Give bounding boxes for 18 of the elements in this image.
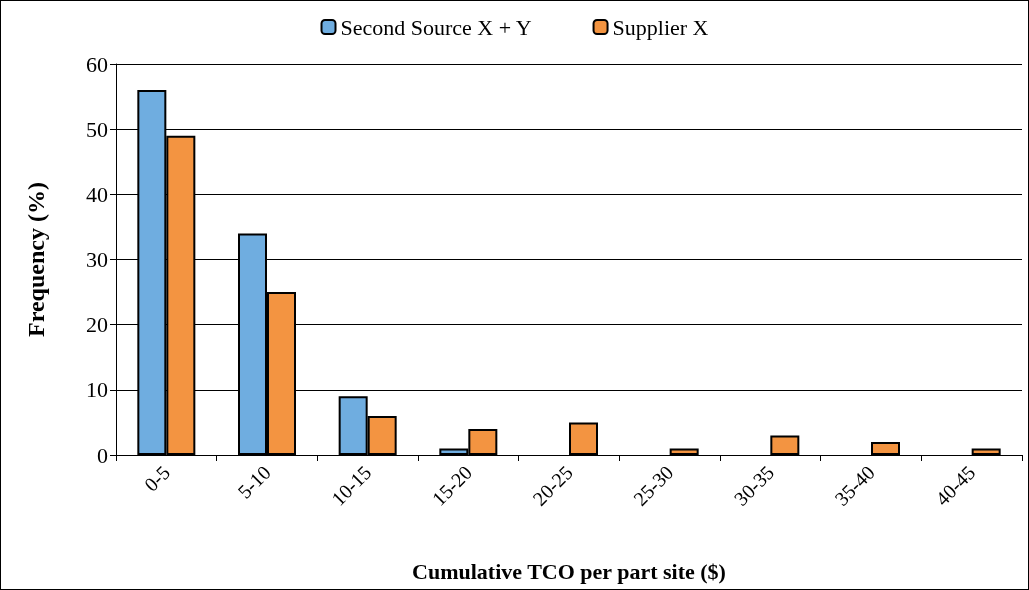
legend-label: Second Source X + Y bbox=[340, 14, 532, 40]
y-tick-label: 30 bbox=[86, 247, 108, 272]
bar bbox=[569, 422, 598, 455]
y-tick-label: 10 bbox=[86, 377, 108, 403]
x-tick-label: 0-5 bbox=[139, 461, 175, 496]
x-tick-label: 5-10 bbox=[233, 461, 275, 503]
y-tick-label: 50 bbox=[86, 116, 108, 142]
bar bbox=[770, 435, 800, 455]
bar bbox=[669, 448, 699, 455]
y-tick-label: 20 bbox=[86, 312, 108, 338]
x-axis-title: Cumulative TCO per part site ($) bbox=[412, 558, 726, 584]
y-tick-label: 40 bbox=[86, 181, 108, 207]
y-axis-title: Frequency (%) bbox=[23, 182, 49, 337]
legend-label: Supplier X bbox=[612, 14, 709, 40]
y-tick-label: 0 bbox=[97, 442, 108, 468]
y-tick-label: 60 bbox=[86, 51, 108, 77]
bar bbox=[971, 448, 1001, 455]
bar bbox=[871, 441, 900, 455]
